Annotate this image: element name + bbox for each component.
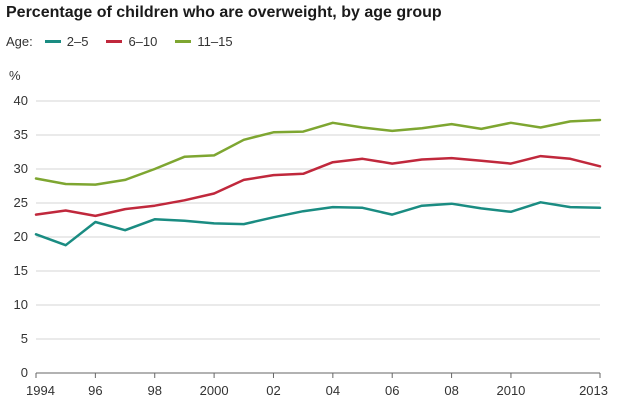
y-tick-label: 5 — [21, 331, 28, 346]
y-tick-label: 15 — [14, 263, 28, 278]
series-line-11-15 — [34, 118, 602, 186]
x-tick-label: 2010 — [496, 383, 525, 398]
x-tick-label: 08 — [444, 383, 458, 398]
y-tick-label: 40 — [14, 93, 28, 108]
series-line-6-10 — [34, 154, 602, 218]
y-tick-label: 30 — [14, 161, 28, 176]
x-tick-label: 2000 — [200, 383, 229, 398]
legend-item-11-15: 11–15 — [175, 34, 233, 49]
legend-label-2-5: 2–5 — [66, 34, 89, 49]
legend-prefix: Age: — [6, 34, 33, 49]
y-tick-label: 10 — [14, 297, 28, 312]
x-tick-label: 96 — [88, 383, 102, 398]
x-tick-label: 98 — [148, 383, 162, 398]
x-tick-label: 1994 — [26, 383, 55, 398]
y-tick-label: 0 — [21, 365, 28, 380]
legend-swatch-6-10 — [106, 40, 123, 43]
legend-item-6-10: 6–10 — [106, 34, 157, 49]
legend-swatch-11-15 — [175, 40, 192, 43]
y-tick-label: 25 — [14, 195, 28, 210]
y-tick-label: 35 — [14, 127, 28, 142]
y-axis-unit-label: % — [9, 68, 21, 83]
series-line-2-5 — [34, 201, 602, 247]
legend-label-11-15: 11–15 — [197, 34, 233, 49]
legend: Age: 2–5 6–10 11–15 — [6, 34, 251, 49]
chart-title: Percentage of children who are overweigh… — [6, 4, 442, 21]
x-tick-label: 04 — [326, 383, 340, 398]
legend-label-6-10: 6–10 — [128, 34, 158, 49]
x-tick-label: 02 — [266, 383, 280, 398]
x-tick-label: 06 — [385, 383, 399, 398]
y-tick-label: 20 — [14, 229, 28, 244]
x-tick-label: 2013 — [579, 383, 608, 398]
legend-swatch-2-5 — [44, 40, 61, 43]
legend-item-2-5: 2–5 — [44, 34, 89, 49]
